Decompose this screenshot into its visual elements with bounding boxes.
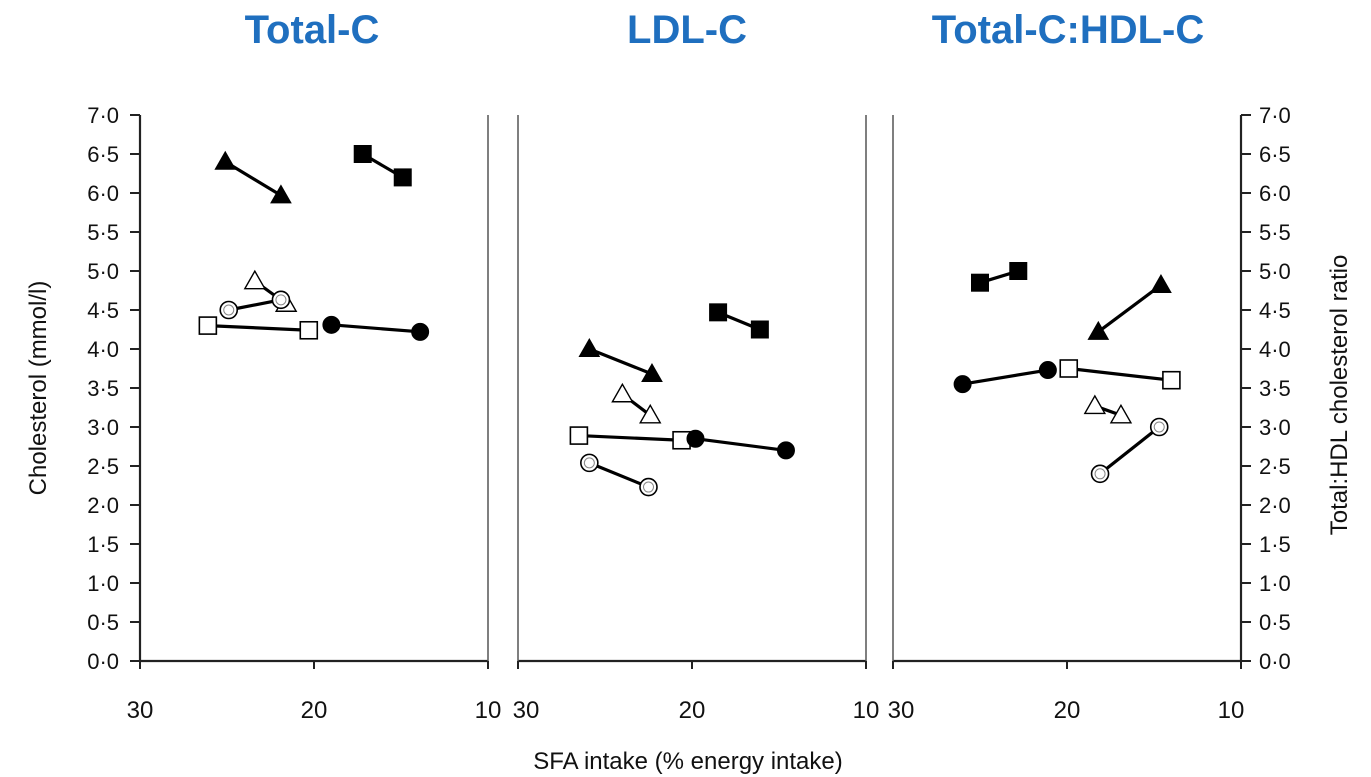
panel3-y-tick-label: 2·5 xyxy=(1259,454,1291,479)
panel1-series-5-point-2 xyxy=(299,320,319,340)
panel2-series-1-point-1 xyxy=(578,337,601,357)
panel2-series-2-point-2 xyxy=(750,320,769,339)
panel3-series-1-point-2 xyxy=(1009,262,1028,280)
panel3-series-4-point-1 xyxy=(1059,359,1079,378)
panel1-y-tick-label: 0·5 xyxy=(87,610,119,635)
panel1-x-tick-label: 10 xyxy=(475,697,502,724)
panel1-series-1-point-1 xyxy=(214,150,237,170)
panel1-series-5-line xyxy=(207,324,309,332)
panel3-y-tick-label: 5·5 xyxy=(1259,220,1291,245)
panel1-y-tick-label: 2·5 xyxy=(87,454,119,479)
panel1-y-tick-label: 5·0 xyxy=(87,259,119,284)
panel1-y-tick-label: 4·0 xyxy=(87,337,119,362)
panel3-series-3-line xyxy=(962,368,1049,386)
panel2-x-tick-label: 10 xyxy=(853,697,880,724)
panel1-series-5-point-1 xyxy=(198,316,218,335)
panel3-y-tick-label: 6·0 xyxy=(1259,181,1291,206)
panel1-series-2-point-2 xyxy=(393,168,412,187)
panel2-series-6-point-1-inner xyxy=(583,457,595,469)
panel2-series-1-point-2 xyxy=(641,362,663,382)
x-axis-label: SFA intake (% energy intake) xyxy=(533,748,843,775)
panel3-series-3-point-2 xyxy=(1038,361,1057,380)
panel3-series-6-point-2 xyxy=(1149,417,1169,437)
panel1-series-2-point-1 xyxy=(353,145,372,163)
panel2-series-2-point-1 xyxy=(709,303,728,322)
panel3-series-4-line xyxy=(1068,366,1172,382)
panel3-series-6-point-1-inner xyxy=(1094,468,1106,480)
panel2-series-3-point-1 xyxy=(611,382,634,403)
panel3-y-tick-label: 3·0 xyxy=(1259,415,1291,440)
panel3-series-5-point-1 xyxy=(1083,394,1107,415)
panel2-series-3-point-2 xyxy=(639,403,662,424)
panel2-series-1-line xyxy=(588,347,653,376)
panel-title-ldl-c: LDL-C xyxy=(627,8,747,52)
panel1-y-tick-label: 6·5 xyxy=(87,142,119,167)
panel3-series-1-point-1 xyxy=(971,273,989,292)
panel3-y-tick-label: 6·5 xyxy=(1259,142,1291,167)
panel3-x-tick-label: 20 xyxy=(1054,697,1081,724)
panel1-y-tick-label: 4·5 xyxy=(87,298,119,323)
panel3-y-tick-label: 1·5 xyxy=(1259,532,1291,557)
panel1-series-4-point-2-inner xyxy=(275,294,287,306)
panel1-y-tick-label: 2·0 xyxy=(87,493,119,518)
panel-title-ratio: Total-C:HDL-C xyxy=(931,8,1205,52)
panel3-series-3-point-1 xyxy=(953,375,972,394)
panel1-y-tick-label: 1·0 xyxy=(87,571,119,596)
panel3-x-tick-label: 30 xyxy=(888,697,915,724)
panel2-series-4-point-1 xyxy=(569,426,589,445)
panel2-series-4-line xyxy=(578,433,682,442)
panel-title-total-c: Total-C xyxy=(244,8,380,52)
panel1-series-4-point-1-inner xyxy=(223,304,235,316)
panel1-series-4-point-2 xyxy=(271,290,291,310)
panel1-series-3-point-1 xyxy=(243,269,267,290)
panel1-series-4-point-1 xyxy=(219,300,239,320)
panel3-y-tick-label: 4·0 xyxy=(1259,337,1291,362)
panel1-x-tick-label: 20 xyxy=(301,697,328,724)
panel1-x-tick-label: 30 xyxy=(127,697,154,724)
panel1-series-6-point-2 xyxy=(411,322,430,341)
panel2-x-tick-label: 30 xyxy=(513,697,540,724)
panel3-series-4-point-2 xyxy=(1162,370,1181,390)
panel1-y-tick-label: 3·5 xyxy=(87,376,119,401)
panel1-y-tick-label: 6·0 xyxy=(87,181,119,206)
panel3-y-tick-label: 2·0 xyxy=(1259,493,1291,518)
panel2-x-tick-label: 20 xyxy=(679,697,706,724)
panel2-series-5-line xyxy=(695,437,787,452)
panel3-y-tick-label: 7·0 xyxy=(1259,103,1291,128)
panel3-series-6-point-1 xyxy=(1090,464,1110,484)
panel1-series-6-line xyxy=(331,323,421,334)
panel1-series-1-point-2 xyxy=(270,184,292,204)
panel2-series-5-point-2 xyxy=(776,441,795,460)
panel1-y-tick-label: 3·0 xyxy=(87,415,119,440)
panel2-series-6-point-1 xyxy=(580,453,599,473)
panel3-y-tick-label: 4·5 xyxy=(1259,298,1291,323)
panel2-series-6-point-2-inner xyxy=(643,481,654,493)
panel3-series-5-point-2 xyxy=(1109,403,1133,424)
panel3-y-tick-label: 5·0 xyxy=(1259,259,1291,284)
panel3-y-tick-label: 0·5 xyxy=(1259,610,1291,635)
panel1-y-tick-label: 1·5 xyxy=(87,532,119,557)
panel2-series-6-point-2 xyxy=(639,477,658,497)
panel3-series-2-point-1 xyxy=(1087,320,1110,340)
panel1-y-tick-label: 7·0 xyxy=(87,103,119,128)
y-axis-label-right: Total:HDL cholesterol ratio xyxy=(1326,255,1353,536)
panel3-y-tick-label: 3·5 xyxy=(1259,376,1291,401)
panel3-series-6-line xyxy=(1099,425,1161,476)
panel3-y-tick-label: 1·0 xyxy=(1259,571,1291,596)
panel3-series-6-point-2-inner xyxy=(1153,421,1165,433)
panel1-y-tick-label: 5·5 xyxy=(87,220,119,245)
panel3-x-tick-label: 10 xyxy=(1218,697,1245,724)
panel3-series-2-point-2 xyxy=(1150,274,1172,294)
panel2-series-5-point-1 xyxy=(686,429,705,448)
y-axis-label-left: Cholesterol (mmol/l) xyxy=(25,281,52,496)
panel3-y-tick-label: 0·0 xyxy=(1259,649,1291,674)
panel2-series-6-line xyxy=(588,461,650,489)
panel1-y-tick-label: 0·0 xyxy=(87,649,119,674)
panel1-series-6-point-1 xyxy=(322,315,341,334)
